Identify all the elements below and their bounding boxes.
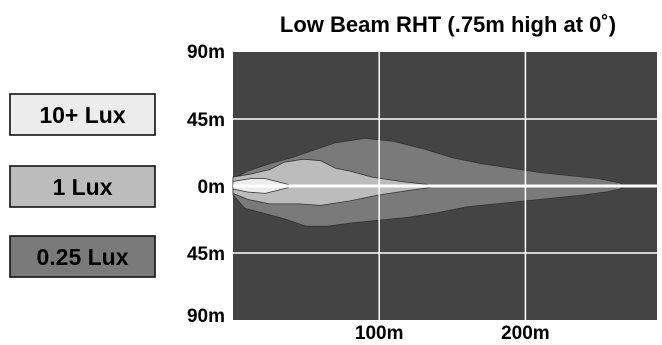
series-1-lux-area — [232, 158, 432, 206]
y-tick-label-0: 90m — [187, 42, 225, 63]
y-axis-ticks: 90m 45m 0m 45m 90m — [187, 42, 225, 327]
legend-label-0-25-lux: 0.25 Lux — [36, 244, 128, 270]
legend-swatch-0-25-lux — [9, 235, 156, 278]
y-tick-label-4: 90m — [187, 306, 225, 327]
legend: 10+ Lux 1 Lux 0.25 Lux — [9, 93, 156, 278]
x-tick-label-1: 200m — [501, 323, 550, 344]
x-axis-ticks: 100m 200m — [355, 323, 550, 344]
chart-title: Low Beam RHT (.75m high at 0˚) — [280, 12, 616, 37]
grid-layer — [233, 52, 657, 320]
legend-label-10-lux: 10+ Lux — [39, 102, 126, 128]
x-tick-label-0: 100m — [355, 323, 404, 344]
y-tick-label-1: 45m — [187, 110, 225, 131]
legend-label-1-lux: 1 Lux — [52, 174, 112, 200]
y-tick-label-3: 45m — [187, 244, 225, 265]
legend-swatch-10-lux — [9, 93, 156, 136]
legend-swatch-1-lux — [9, 165, 156, 208]
y-tick-label-2: 0m — [198, 177, 225, 198]
